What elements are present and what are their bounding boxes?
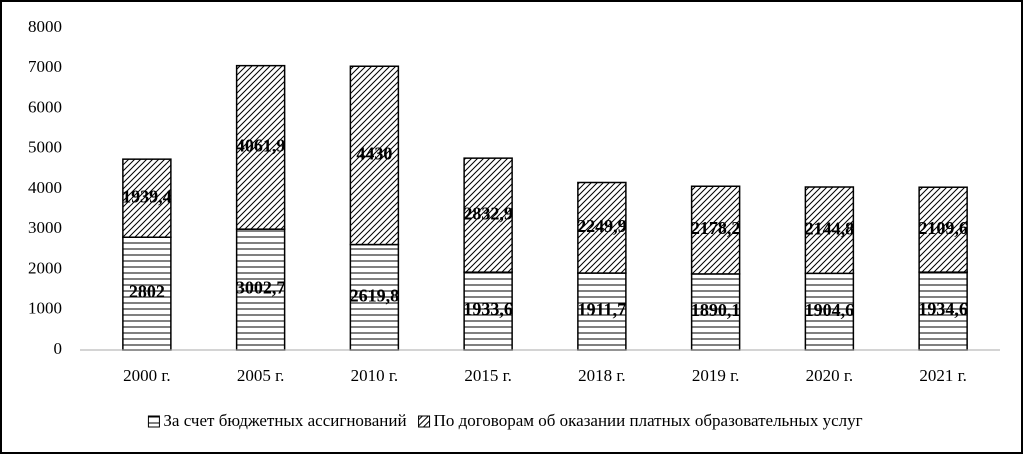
- x-tick-label: 2015 г.: [464, 366, 512, 385]
- bar-segment: [577, 181, 627, 274]
- legend-label: По договорам об оказании платных образов…: [434, 411, 863, 430]
- x-tick-label: 2020 г.: [806, 366, 854, 385]
- bar-segment: [235, 64, 286, 230]
- y-tick-label: 0: [54, 339, 63, 358]
- bar-segment: [463, 271, 513, 351]
- data-label: 2109,6: [918, 218, 968, 238]
- x-tick-label: 2021 г.: [919, 366, 967, 385]
- bar-segment: [804, 186, 855, 275]
- data-label: 1904,6: [805, 300, 855, 320]
- x-tick-label: 2010 г.: [351, 366, 399, 385]
- data-label: 1911,7: [578, 300, 627, 320]
- y-tick-label: 6000: [28, 97, 62, 116]
- bar-segment: [918, 271, 968, 351]
- data-label: 2619,8: [350, 285, 400, 305]
- legend: За счет бюджетных ассигнований По договор…: [147, 411, 863, 430]
- data-label: 2832,9: [463, 203, 513, 223]
- bar-segment: [122, 158, 172, 238]
- y-tick-label: 7000: [28, 57, 62, 76]
- data-label: 2178,2: [691, 218, 741, 238]
- legend-swatch: [147, 415, 160, 428]
- y-tick-label: 1000: [28, 299, 62, 318]
- y-tick-label: 8000: [28, 17, 62, 36]
- bar-segment: [349, 65, 400, 246]
- bar-segment: [918, 186, 968, 273]
- data-label: 1934,6: [918, 299, 968, 319]
- data-label: 1890,1: [691, 300, 741, 320]
- y-tick-label: 4000: [28, 178, 62, 197]
- data-label: 3002,7: [236, 278, 286, 298]
- y-tick-label: 5000: [28, 138, 62, 157]
- bar-segment: [690, 273, 741, 351]
- data-label: 2802: [129, 282, 165, 302]
- data-label: 4061,9: [236, 136, 286, 156]
- data-label: 4430: [356, 144, 392, 164]
- data-label: 2144,8: [805, 218, 855, 238]
- x-tick-label: 2018 г.: [578, 366, 626, 385]
- y-tick-label: 3000: [28, 218, 62, 237]
- data-label: 1933,6: [463, 299, 513, 319]
- data-label: 1939,4: [122, 186, 172, 206]
- bar-segment: [577, 272, 627, 351]
- x-tick-label: 2019 г.: [692, 366, 740, 385]
- y-tick-label: 2000: [28, 258, 62, 277]
- x-tick-label: 2000 г.: [123, 366, 171, 385]
- bar-segment: [690, 185, 741, 275]
- x-tick-label: 2005 г.: [237, 366, 285, 385]
- bar-segment: [463, 157, 513, 273]
- legend-label: За счет бюджетных ассигнований: [163, 411, 406, 430]
- legend-swatch: [418, 415, 431, 428]
- data-label: 2249,9: [577, 216, 627, 236]
